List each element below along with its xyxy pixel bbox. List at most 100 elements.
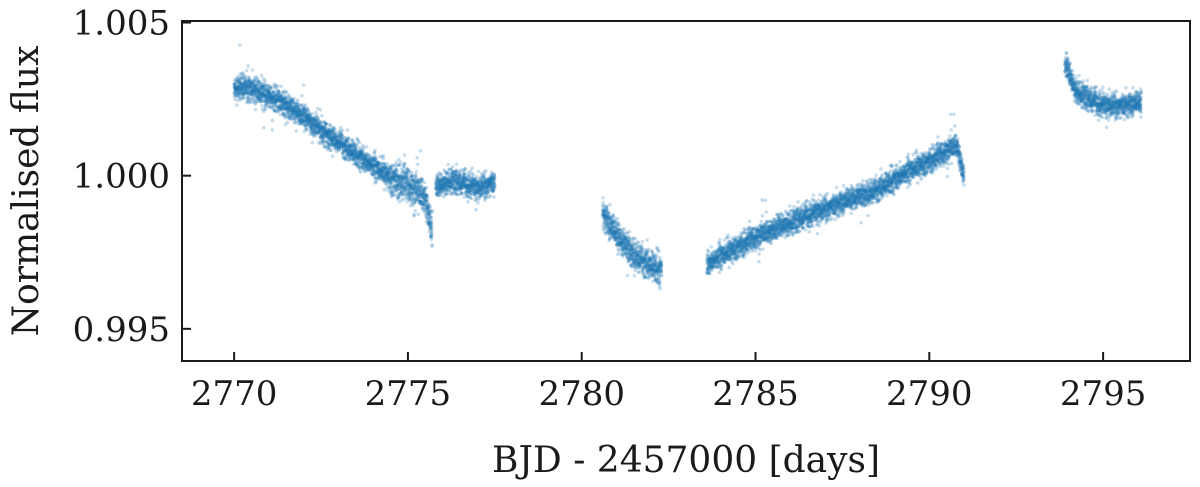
flux-point — [264, 101, 269, 106]
flux-point — [358, 170, 363, 175]
flux-point — [232, 82, 237, 86]
flux-point — [657, 249, 661, 253]
flux-point — [278, 105, 283, 109]
flux-point — [263, 94, 267, 99]
flux-point — [273, 96, 277, 100]
flux-point — [261, 86, 266, 90]
flux-point — [291, 105, 296, 110]
flux-point — [235, 94, 239, 98]
flux-point — [280, 102, 284, 107]
flux-point — [282, 102, 286, 106]
flux-point — [659, 268, 664, 273]
flux-point — [266, 89, 270, 93]
flux-point — [297, 120, 302, 124]
flux-segment-3 — [600, 196, 664, 291]
flux-point — [277, 89, 282, 94]
flux-point — [252, 78, 257, 83]
flux-point — [279, 98, 284, 102]
flux-point — [239, 73, 243, 78]
flux-point — [258, 92, 263, 97]
flux-point — [272, 84, 277, 88]
flux-point — [245, 89, 249, 93]
flux-point — [276, 99, 280, 104]
flux-point — [258, 99, 263, 103]
flux-point — [270, 85, 275, 90]
flux-point — [276, 97, 280, 101]
flux-point — [298, 111, 303, 116]
flux-point — [286, 103, 291, 107]
flux-point — [242, 87, 246, 92]
flux-point — [255, 90, 260, 95]
flux-point — [236, 91, 240, 96]
flux-point — [268, 98, 273, 103]
flux-point — [252, 99, 256, 103]
flux-point — [265, 90, 270, 95]
flux-point — [265, 97, 270, 101]
flux-point — [275, 93, 279, 97]
flux-point — [250, 84, 254, 89]
flux-point — [239, 85, 243, 89]
flux-point — [260, 93, 265, 97]
flux-point — [253, 92, 257, 96]
flux-point — [262, 109, 266, 114]
flux-point — [240, 83, 245, 88]
flux-point — [288, 100, 292, 104]
flux-point — [268, 92, 273, 96]
flux-point — [232, 77, 237, 82]
flux-point — [283, 91, 288, 95]
flux-point — [263, 103, 268, 108]
flux-point — [249, 86, 253, 90]
flux-point — [258, 82, 263, 86]
flux-point — [269, 96, 274, 100]
flux-point — [281, 101, 286, 106]
flux-point — [247, 83, 252, 88]
flux-point — [267, 105, 272, 109]
flux-point — [238, 79, 242, 84]
flux-point — [275, 98, 280, 102]
flux-point — [482, 174, 487, 178]
flux-point — [244, 83, 248, 87]
flux-point — [292, 114, 296, 118]
flux-point — [242, 91, 247, 95]
flux-point — [236, 86, 240, 90]
flux-point — [256, 83, 261, 88]
flux-point — [424, 185, 428, 190]
flux-point — [253, 100, 258, 105]
flux-point — [237, 76, 242, 80]
flux-point — [293, 102, 298, 106]
flux-point — [243, 84, 247, 89]
flux-point — [257, 93, 262, 97]
flux-point — [294, 109, 299, 114]
flux-point — [277, 105, 281, 110]
flux-point — [282, 100, 287, 105]
flux-point — [237, 90, 242, 95]
flux-point — [636, 240, 640, 244]
flux-point — [246, 89, 251, 93]
flux-point — [252, 90, 256, 95]
flux-point — [286, 106, 290, 111]
flux-point — [272, 94, 276, 98]
flux-point — [251, 81, 255, 86]
flux-point — [246, 98, 250, 103]
flux-point — [260, 85, 265, 89]
flux-point — [297, 105, 301, 109]
flux-point — [275, 96, 280, 101]
flux-point — [266, 89, 271, 93]
flux-point — [249, 88, 254, 92]
flux-point — [283, 89, 287, 93]
flux-point — [260, 92, 265, 96]
flux-point — [241, 95, 245, 100]
flux-point — [454, 162, 459, 166]
flux-point — [281, 92, 285, 96]
flux-point — [249, 81, 253, 85]
flux-point — [278, 112, 283, 117]
flux-point — [272, 82, 277, 86]
flux-point — [258, 86, 262, 90]
flux-point — [235, 90, 239, 94]
flux-point — [261, 94, 265, 98]
flux-point — [255, 90, 259, 94]
flux-point — [266, 95, 271, 100]
flux-point — [253, 85, 257, 89]
flux-point — [299, 117, 303, 121]
flux-point — [258, 97, 263, 101]
